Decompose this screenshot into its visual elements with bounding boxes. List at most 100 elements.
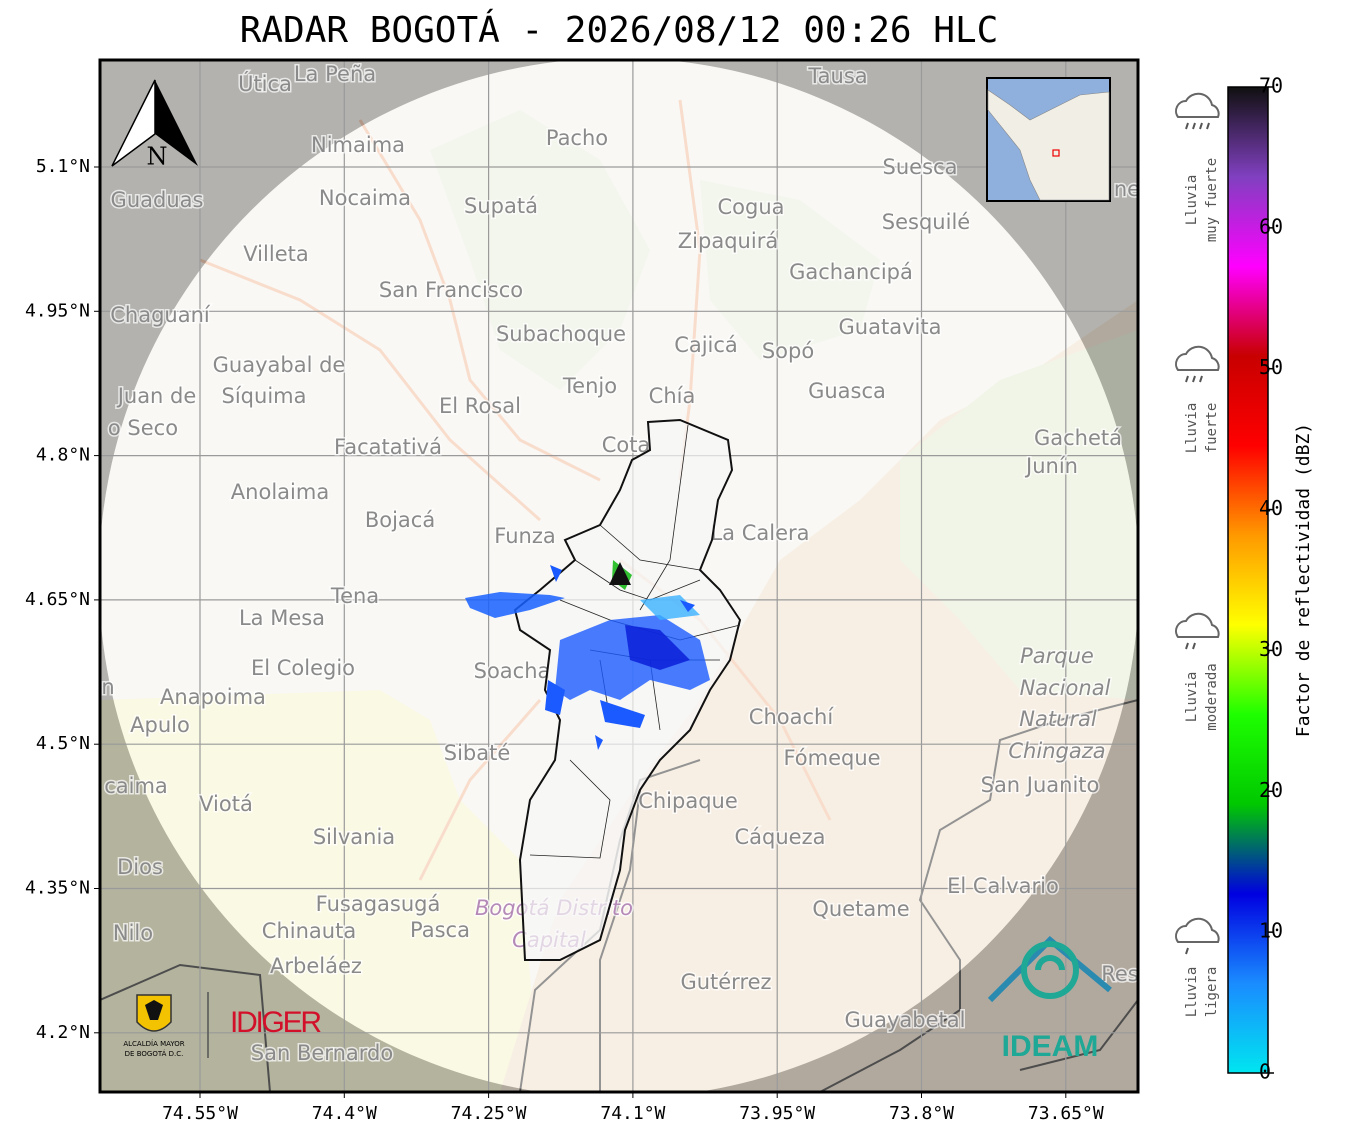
north-arrow-right	[155, 80, 198, 166]
map: Útica La Peña Tausa Pacho Nimaima Suesca Guadu…	[100, 60, 1139, 1092]
legend-icon	[1175, 917, 1220, 943]
place-label: caima	[104, 774, 168, 798]
place-label: Síquima	[222, 384, 307, 408]
colorbar: Factor de reflectividad (dBZ) 0 10 20 30 40 5…	[1227, 74, 1314, 1084]
legend-label: fuerte	[1204, 403, 1220, 454]
inset-location	[1052, 149, 1060, 157]
ideam-swirl	[1021, 941, 1080, 999]
bogota-eagle	[145, 1000, 163, 1020]
place-label: El Colegio	[251, 656, 355, 680]
place-label: Tausa	[807, 64, 867, 88]
place-label: Funza	[494, 524, 555, 548]
north-label: N	[147, 143, 168, 171]
logo-text: DE BOGOTÁ D.C.	[125, 1049, 184, 1058]
place-label: Chaguaní	[110, 303, 211, 327]
place-label: Nacional	[1020, 676, 1111, 700]
y-tick-label: 4.95°N	[25, 300, 90, 321]
place-label: San Francisco	[379, 278, 523, 302]
legend-drop	[1192, 375, 1196, 383]
place-label: Natural	[1019, 707, 1097, 731]
colorbar-tick-label: 50	[1259, 355, 1283, 379]
place-label: Útica	[238, 71, 292, 96]
place-label: Guatavita	[839, 315, 942, 339]
place-label: Choachí	[749, 705, 835, 729]
x-tick-label: 74.25°W	[451, 1103, 527, 1124]
place-label: Cota	[602, 433, 651, 457]
place-label: Sesquilé	[882, 210, 970, 234]
place-label: El Calvario	[947, 874, 1059, 898]
colorbar-tick-label: 0	[1259, 1060, 1271, 1084]
place-label: Guayabal de	[213, 353, 346, 377]
legend-label: Lluvia	[1184, 672, 1200, 723]
place-label: La Peña	[294, 62, 376, 86]
north-arrow: N	[111, 79, 198, 171]
x-tick-label: 74.4°W	[312, 1103, 377, 1124]
place-label: Suesca	[883, 155, 958, 179]
x-tick-label: 73.95°W	[739, 1103, 815, 1124]
radar-echoes	[465, 560, 710, 750]
y-tick-label: 5.1°N	[36, 156, 90, 177]
colorbar-tick-label: 30	[1259, 637, 1283, 661]
place-label: Cáqueza	[735, 825, 826, 849]
legend-icon	[1175, 612, 1220, 638]
title: RADAR BOGOTÁ - 2026/08/12 00:26 HLC	[240, 9, 999, 51]
place-label: Gutérrez	[680, 970, 771, 994]
legend-label: Lluvia	[1184, 175, 1200, 226]
y-tick-label: 4.2°N	[36, 1022, 90, 1043]
place-label: Guayabetal	[845, 1008, 966, 1032]
logos: ALCALDÍA MAYOR DE BOGOTÁ D.C. IDIGER IDE…	[123, 935, 1112, 1063]
place-label: Arbeláez	[270, 954, 362, 978]
place-label: Tenjo	[562, 374, 617, 398]
place-label: Quetame	[812, 897, 909, 921]
place-label: Bojacá	[365, 508, 435, 532]
place-label: Nimaima	[311, 133, 405, 157]
x-tick-label: 73.65°W	[1028, 1103, 1104, 1124]
colorbar-tick-label: 60	[1259, 214, 1283, 238]
place-label: La Calera	[710, 521, 809, 545]
legend-label: Lluvia	[1184, 967, 1200, 1018]
place-label: Juan de	[116, 384, 197, 408]
place-label: Chinauta	[262, 919, 356, 943]
place-label: Supatá	[464, 194, 538, 218]
place-label: Chingaza	[1008, 739, 1105, 763]
idiger-logo: IDIGER	[230, 1006, 322, 1039]
legend-label: Lluvia	[1184, 403, 1200, 454]
place-label: Guaduas	[111, 188, 204, 212]
colorbar-tick-label: 10	[1259, 919, 1283, 943]
ideam-roof	[987, 935, 1112, 1003]
place-label: Cajicá	[674, 333, 738, 357]
place-label: Fusagasugá	[316, 892, 441, 916]
place-label: Nilo	[113, 921, 153, 945]
legend-drop	[1185, 642, 1189, 650]
legend-label: moderada	[1204, 663, 1220, 730]
y-tick-label: 4.35°N	[25, 878, 90, 899]
place-label: Anolaima	[231, 480, 329, 504]
legend-drop	[1185, 947, 1189, 955]
place-label: Pasca	[410, 918, 470, 942]
legend-drop	[1192, 642, 1196, 650]
place-label: Apulo	[130, 713, 190, 737]
place-label: Zipaquirá	[678, 229, 778, 253]
place-label: Chía	[649, 384, 696, 408]
legend-drop	[1185, 375, 1189, 383]
place-label: Chipaque	[638, 789, 738, 813]
place-label: Sibaté	[444, 741, 511, 765]
radar-site	[609, 562, 631, 585]
place-label: o Seco	[108, 416, 178, 440]
place-label: El Rosal	[439, 394, 521, 418]
y-tick-label: 4.5°N	[36, 733, 90, 754]
place-label: Anapoima	[160, 685, 266, 709]
colorbar-tick-label: 70	[1259, 74, 1283, 98]
place-label: Parque	[1020, 644, 1094, 668]
graticule	[100, 60, 1138, 1092]
place-label: Res	[1101, 962, 1139, 986]
legend-drop	[1185, 122, 1189, 130]
logo-text: ALCALDÍA MAYOR	[123, 1039, 184, 1048]
inset-map	[986, 77, 1111, 202]
place-label: Viotá	[199, 792, 253, 816]
colorbar-tick-label: 20	[1259, 778, 1283, 802]
place-label: Gachancipá	[789, 260, 913, 284]
legend-drop	[1199, 122, 1203, 130]
